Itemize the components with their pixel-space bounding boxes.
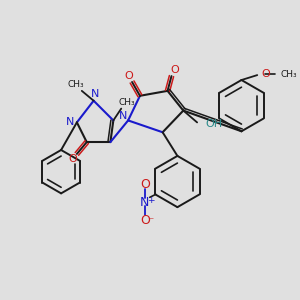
Text: OH: OH: [205, 119, 222, 129]
Text: O: O: [125, 71, 134, 81]
Text: CH₃: CH₃: [281, 70, 298, 79]
Text: +: +: [147, 196, 154, 205]
Text: N: N: [119, 110, 128, 121]
Text: O: O: [170, 65, 179, 75]
Text: N: N: [66, 117, 74, 128]
Text: CH₃: CH₃: [68, 80, 84, 89]
Text: N: N: [140, 196, 150, 209]
Text: O: O: [140, 214, 150, 227]
Text: O: O: [261, 69, 270, 79]
Text: CH₃: CH₃: [119, 98, 136, 107]
Text: N: N: [90, 89, 99, 99]
Text: ⁻: ⁻: [148, 216, 153, 226]
Text: O: O: [69, 154, 77, 164]
Text: O: O: [140, 178, 150, 191]
